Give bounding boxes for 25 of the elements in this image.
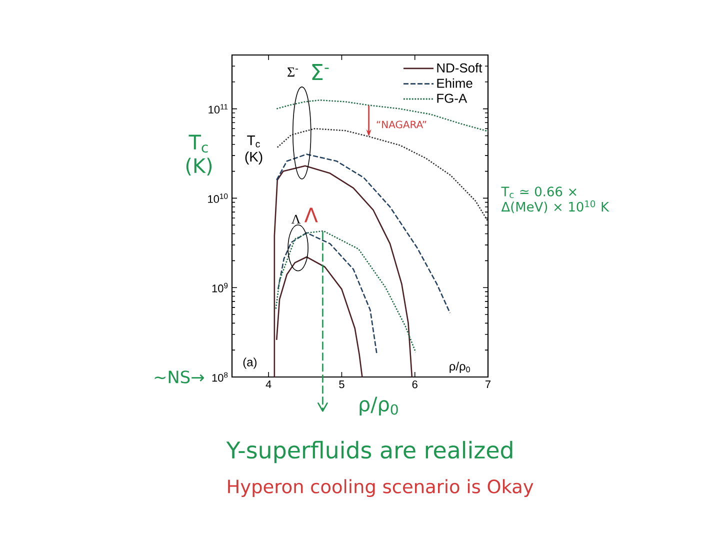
annotation: Σ$^{-}$ — [312, 64, 329, 80]
annotation: Λ — [304, 208, 318, 222]
y-tick-label: 10$^{10}$ — [208, 193, 228, 203]
legend-label: ND-Soft — [437, 63, 482, 73]
y-axis-title: T$_{c}$ (K) — [245, 136, 262, 164]
x-tick-label: 6 — [412, 380, 418, 388]
text: ~NS→ — [154, 370, 204, 384]
x-tick-label: 7 — [486, 380, 490, 388]
x-tick-label: 4 — [266, 380, 272, 388]
y-tick-label: 10$^{11}$ — [208, 104, 228, 114]
y-tick-label: 10$^{8}$ — [212, 372, 228, 382]
annotation: “NAGARA” — [376, 120, 426, 128]
text: Hyperon cooling scenario is Okay — [228, 479, 534, 497]
ref-line-label: ρ/ρ$_{0}$ — [360, 396, 398, 416]
annotation: Λ — [291, 214, 301, 224]
text: T$_{c}$ ≃ 0.66 × Δ(MeV) × 10$^{10}$ K — [501, 186, 610, 214]
annotation: (a) — [243, 358, 256, 369]
x-axis-title: ρ/ρ$_{0}$ — [450, 362, 470, 373]
annotation: Σ$^{-}$ — [288, 67, 298, 77]
y-tick-label: 10$^{9}$ — [212, 282, 228, 292]
legend-label: Ehime — [437, 78, 472, 88]
text: Y-superfluids are realized — [226, 440, 512, 464]
legend-label: FG-A — [437, 94, 468, 103]
text: T$_{c}$ (K) — [186, 134, 212, 176]
x-tick-label: 5 — [339, 380, 344, 388]
